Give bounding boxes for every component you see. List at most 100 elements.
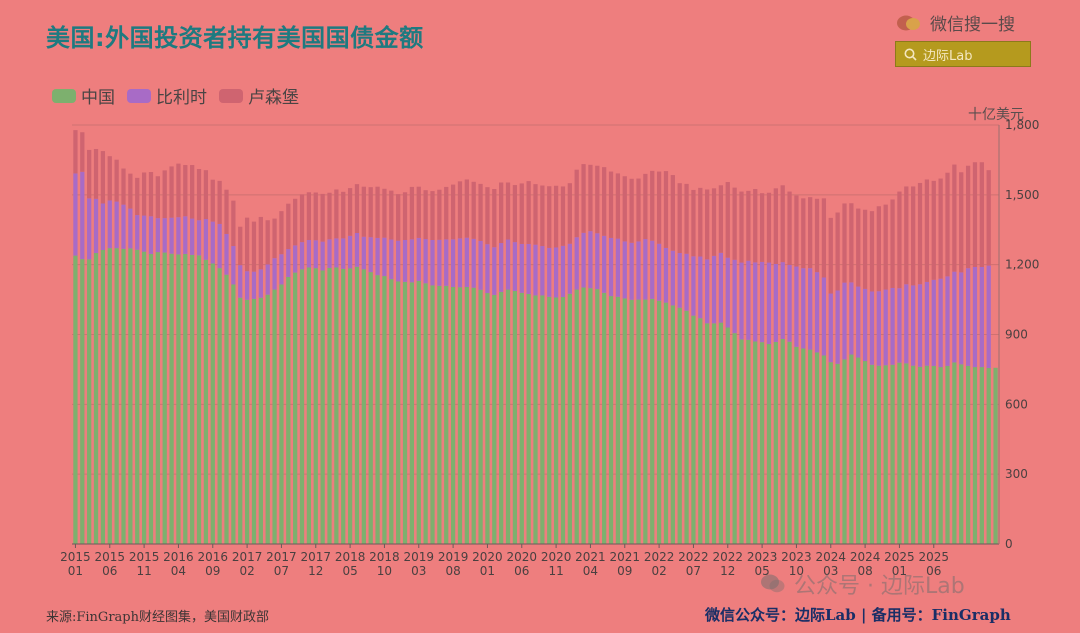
x-tick-year: 2021 xyxy=(575,550,606,564)
bar-luxembourg xyxy=(107,156,112,201)
wechat-search-label: 微信搜一搜 xyxy=(930,15,1015,35)
bar-luxembourg xyxy=(890,199,895,288)
legend-swatch-belgium xyxy=(127,88,151,103)
x-tick-month: 06 xyxy=(102,564,117,578)
bar-belgium xyxy=(251,271,257,299)
bar-belgium xyxy=(959,272,964,365)
bar-belgium xyxy=(931,279,936,366)
bar-china xyxy=(794,346,799,544)
bar-belgium xyxy=(341,238,346,269)
bar-luxembourg xyxy=(602,167,607,236)
bar-belgium xyxy=(924,281,930,366)
bar-china xyxy=(341,268,346,544)
y-tick-label: 1,500 xyxy=(1005,188,1039,202)
bar-china xyxy=(759,342,765,544)
search-button[interactable]: 边际Lab xyxy=(895,41,1031,67)
bar-china xyxy=(176,254,181,545)
bar-china xyxy=(402,281,408,544)
bar-belgium xyxy=(684,253,689,311)
bar-china xyxy=(499,291,504,544)
legend-item-china[interactable]: 中国 xyxy=(52,83,115,108)
bar-luxembourg xyxy=(190,165,195,219)
bar-china xyxy=(155,252,160,544)
bar-luxembourg xyxy=(725,182,730,258)
bar-luxembourg xyxy=(553,185,559,248)
bar-china xyxy=(306,267,312,544)
bar-belgium xyxy=(677,253,682,308)
bar-belgium xyxy=(938,278,943,368)
bar-china xyxy=(334,267,339,544)
bar-china xyxy=(80,259,85,544)
bar-belgium xyxy=(347,235,353,269)
bar-china xyxy=(121,248,126,544)
legend-item-belgium[interactable]: 比利时 xyxy=(127,83,207,108)
y-axis-unit-label: 十亿美元 xyxy=(968,107,1024,123)
bar-belgium xyxy=(945,276,950,366)
bar-belgium xyxy=(224,233,229,275)
bar-belgium xyxy=(622,241,627,299)
legend-item-luxembourg[interactable]: 卢森堡 xyxy=(219,83,299,108)
bar-belgium xyxy=(890,287,895,365)
bar-china xyxy=(814,352,820,544)
x-tick-month: 03 xyxy=(411,564,426,578)
bar-luxembourg xyxy=(512,185,518,243)
bar-china xyxy=(986,368,991,544)
bar-luxembourg xyxy=(327,192,332,240)
bar-belgium xyxy=(821,277,827,356)
bar-china xyxy=(478,289,483,544)
bar-china xyxy=(931,365,936,544)
bar-china xyxy=(581,287,586,544)
bar-china xyxy=(416,280,421,544)
bar-china xyxy=(485,293,490,544)
bar-china xyxy=(203,259,209,544)
bar-belgium xyxy=(849,282,854,355)
bar-luxembourg xyxy=(663,171,669,248)
bar-china xyxy=(73,255,78,544)
bar-belgium xyxy=(478,240,483,290)
bar-belgium xyxy=(382,237,387,277)
bar-china xyxy=(979,367,984,544)
bar-belgium xyxy=(100,203,106,251)
wechat-search-link[interactable]: 微信搜一搜 xyxy=(896,10,1015,35)
y-tick-label: 600 xyxy=(1005,397,1028,411)
bar-belgium xyxy=(780,262,785,339)
bar-luxembourg xyxy=(911,186,916,286)
bar-belgium xyxy=(560,245,566,298)
page-title: 美国:外国投资者持有美国国债金额 xyxy=(46,24,424,52)
bar-belgium xyxy=(602,235,607,293)
bar-luxembourg xyxy=(251,221,257,272)
bar-belgium xyxy=(114,201,119,249)
x-tick-year: 2015 xyxy=(94,550,125,564)
bar-belgium xyxy=(389,239,394,280)
x-tick-year: 2016 xyxy=(197,550,228,564)
bar-belgium xyxy=(87,198,92,260)
bar-luxembourg xyxy=(581,164,586,233)
bar-luxembourg xyxy=(519,183,524,244)
bar-luxembourg xyxy=(203,170,209,220)
bar-china xyxy=(917,366,923,544)
bar-luxembourg xyxy=(567,183,572,244)
bar-luxembourg xyxy=(533,184,538,245)
bar-belgium xyxy=(217,223,222,269)
bar-belgium xyxy=(670,250,675,306)
bar-china xyxy=(148,253,154,544)
bar-luxembourg xyxy=(334,189,339,239)
bar-belgium xyxy=(801,268,806,349)
bar-belgium xyxy=(808,268,813,350)
bar-luxembourg xyxy=(416,186,421,238)
bar-luxembourg xyxy=(828,217,833,294)
x-tick-year: 2025 xyxy=(884,550,915,564)
legend-swatch-luxembourg xyxy=(219,88,243,103)
bar-belgium xyxy=(595,233,600,290)
bar-luxembourg xyxy=(869,211,875,292)
bar-china xyxy=(423,283,428,544)
bar-belgium xyxy=(897,288,902,363)
bar-luxembourg xyxy=(753,189,758,263)
watermark-text: 公众号 · 边际Lab xyxy=(794,574,965,599)
bar-luxembourg xyxy=(306,192,312,240)
bar-china xyxy=(574,289,579,544)
bar-luxembourg xyxy=(917,182,923,285)
bar-china xyxy=(622,298,627,544)
bar-luxembourg xyxy=(450,184,456,240)
bar-belgium xyxy=(73,173,78,256)
